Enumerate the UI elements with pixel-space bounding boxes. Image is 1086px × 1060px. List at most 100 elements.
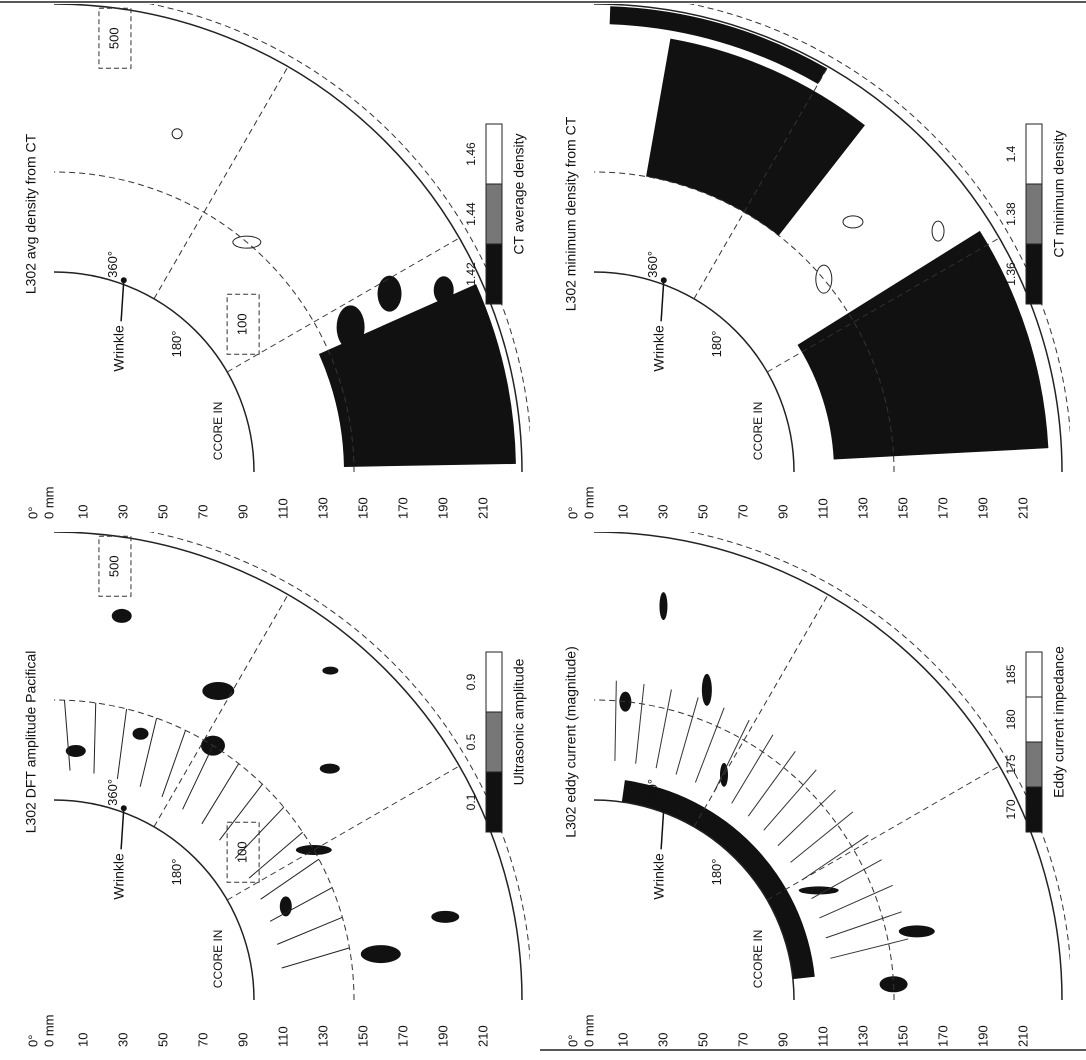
amplitude-spot: [322, 667, 338, 675]
wrinkle-arrow: [661, 808, 664, 849]
radial-tick-label: 190: [435, 497, 450, 519]
amplitude-spot: [320, 764, 340, 774]
legend-tick-label: 1.44: [464, 202, 478, 226]
angle-label: 180°: [169, 859, 184, 886]
legend-tick-label: 1.42: [464, 262, 478, 286]
radial-tick-label: 30: [655, 505, 670, 519]
radial-tick-label: 210: [1015, 497, 1030, 519]
annotation-label: 100: [235, 313, 250, 335]
legend-tick-label: 185: [1004, 664, 1018, 684]
panel-title: L302 minimum density from CT: [563, 116, 579, 311]
radial-tick-label: 130: [315, 497, 330, 519]
contour-streak: [676, 697, 698, 774]
radial-tick-label: 90: [775, 505, 790, 519]
radial-tick-label: 170: [395, 1025, 410, 1047]
core-label: CCORE IN: [211, 930, 225, 989]
angle-label: 360°: [105, 251, 120, 278]
wrinkle-label: Wrinkle: [110, 325, 126, 372]
wrinkle-arrow: [121, 808, 124, 849]
legend-swatch: [486, 712, 502, 772]
contour-streak: [249, 832, 303, 878]
radial-tick-label: 170: [935, 1025, 950, 1047]
quarter-ring: [54, 522, 532, 1000]
quarter-ring: [594, 522, 1072, 1000]
legend-swatch: [486, 124, 502, 184]
legend-swatch: [486, 244, 502, 304]
angle-label: 180°: [709, 859, 724, 886]
radial-line: [227, 766, 459, 900]
contour-streak: [830, 939, 908, 958]
radial-tick-label: 10: [75, 505, 90, 519]
radial-tick-label: 170: [395, 497, 410, 519]
contour-streak: [802, 835, 868, 880]
legend-swatch: [1026, 244, 1042, 304]
radial-line: [694, 595, 828, 827]
angle-label: 360°: [645, 779, 660, 806]
radial-tick-label: 50: [155, 505, 170, 519]
radial-tick-label: 30: [115, 1033, 130, 1047]
radial-tick-label: 10: [75, 1033, 90, 1047]
radial-tick-label: 130: [855, 1025, 870, 1047]
radial-tick-label: 210: [1015, 1025, 1030, 1047]
wrinkle-arrow-head: [661, 805, 667, 811]
legend-swatch: [1026, 652, 1042, 697]
legend-tick-label: 0.5: [464, 733, 478, 750]
radial-tick-label: 150: [895, 497, 910, 519]
eddy-spot: [899, 925, 935, 937]
legend-tick-label: 0.1: [464, 793, 478, 810]
legend-title: Eddy current impedance: [1051, 646, 1067, 798]
panel-title: L302 DFT amplitude Pacifical: [23, 651, 39, 834]
radial-tick-label: 50: [695, 1033, 710, 1047]
legend-title: CT average density: [511, 133, 527, 254]
contour-streak: [656, 690, 671, 769]
eddy-spot: [799, 886, 839, 894]
radial-tick-label: 110: [815, 498, 830, 519]
legend-swatch: [486, 184, 502, 244]
annotation-label: 500: [106, 27, 121, 49]
wrinkle-arrow: [121, 280, 124, 321]
radial-tick-label: 130: [855, 497, 870, 519]
panel: L302 eddy current (magnitude) Eddy curren…: [563, 522, 1072, 1047]
wrinkle-arrow-head: [661, 277, 667, 283]
wrinkle-label: Wrinkle: [110, 853, 126, 900]
angle-label: 0°: [25, 507, 40, 519]
panel-title: L302 avg density from CT: [23, 133, 39, 294]
contour-streak: [183, 746, 213, 810]
radial-tick-label: 110: [275, 498, 290, 519]
legend-swatch: [486, 772, 502, 832]
radial-tick-label: 10: [615, 505, 630, 519]
ply-arc: [54, 172, 354, 472]
quarter-ring: [54, 0, 532, 472]
amplitude-spot: [133, 728, 149, 740]
radial-tick-label: 30: [655, 1033, 670, 1047]
radial-tick-label: 90: [775, 1033, 790, 1047]
contour: [932, 221, 944, 241]
radial-tick-label: 150: [355, 497, 370, 519]
radial-tick-label: 70: [735, 505, 750, 519]
angle-label: 0°: [565, 1035, 580, 1047]
radial-tick-label: 10: [615, 1033, 630, 1047]
legend-title: CT minimum density: [1051, 130, 1067, 257]
amplitude-spot: [431, 911, 459, 923]
contour-streak: [270, 888, 332, 922]
contour-streak: [778, 790, 836, 846]
figure: L302 avg density from CT CT average densi…: [0, 0, 1086, 1055]
panel: L302 avg density from CT CT average densi…: [23, 0, 532, 519]
contour-streak: [202, 764, 239, 824]
panel-title: L302 eddy current (magnitude): [563, 646, 579, 837]
angle-label: 0°: [565, 507, 580, 519]
radial-tick-label: 70: [195, 505, 210, 519]
angle-label: 360°: [645, 251, 660, 278]
contour: [172, 129, 182, 139]
annotation-label: 500: [106, 555, 121, 577]
radial-tick-label: 150: [355, 1025, 370, 1047]
radial-unit: 0 mm: [581, 1015, 596, 1048]
legend-swatch: [1026, 697, 1042, 742]
angle-label: 180°: [709, 331, 724, 358]
radial-tick-label: 150: [895, 1025, 910, 1047]
amplitude-spot: [361, 945, 401, 963]
contour: [816, 265, 832, 293]
radial-tick-label: 50: [695, 505, 710, 519]
legend-tick-label: 175: [1004, 754, 1018, 774]
